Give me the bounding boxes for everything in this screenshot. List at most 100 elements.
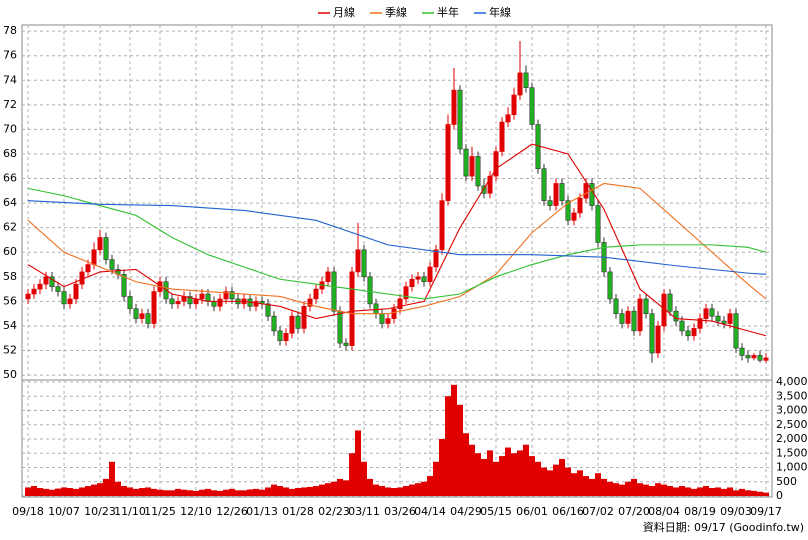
candle-body bbox=[37, 283, 43, 290]
y2-tick-label: 4,000 bbox=[776, 375, 808, 388]
candle-body bbox=[757, 355, 763, 361]
candle-body bbox=[391, 308, 397, 319]
volume-bar bbox=[709, 488, 715, 496]
volume-bar bbox=[133, 488, 139, 496]
volume-bar bbox=[433, 461, 439, 496]
candle-body bbox=[619, 313, 625, 324]
volume-bar bbox=[457, 404, 463, 496]
volume-bar bbox=[739, 488, 745, 496]
volume-bar bbox=[313, 486, 319, 496]
candle-body bbox=[481, 185, 487, 194]
y2-tick-label: 3,000 bbox=[776, 404, 808, 417]
y2-tick-label: 2,500 bbox=[776, 418, 808, 431]
volume-bar bbox=[481, 458, 487, 496]
candle-body bbox=[373, 303, 379, 314]
volume-bar bbox=[367, 478, 373, 496]
candle-body bbox=[415, 276, 421, 280]
volume-bar bbox=[673, 487, 679, 496]
volume-bar bbox=[211, 490, 217, 496]
candle-body bbox=[187, 296, 193, 305]
candle-body bbox=[721, 320, 727, 324]
volume-bar bbox=[763, 492, 769, 496]
candle-body bbox=[511, 94, 517, 115]
candle-body bbox=[469, 156, 475, 177]
candle-body bbox=[541, 168, 547, 201]
volume-bar bbox=[241, 490, 247, 496]
candle-body bbox=[385, 318, 391, 324]
candle-body bbox=[25, 293, 31, 300]
volume-bar bbox=[547, 470, 553, 496]
candle-body bbox=[625, 310, 631, 324]
volume-bar bbox=[385, 487, 391, 496]
ma-line bbox=[27, 187, 767, 300]
volume-bar bbox=[55, 488, 61, 496]
volume-bar bbox=[493, 461, 499, 496]
y-tick-label: 50 bbox=[3, 368, 17, 381]
y-tick-label: 52 bbox=[3, 344, 17, 357]
candle-body bbox=[175, 301, 181, 305]
volume-bar bbox=[499, 456, 505, 496]
volume-bar bbox=[541, 467, 547, 496]
volume-bar bbox=[463, 433, 469, 496]
volume-bar bbox=[115, 481, 121, 496]
volume-bar bbox=[73, 488, 79, 496]
volume-bar bbox=[307, 486, 313, 496]
volume-bar bbox=[643, 484, 649, 496]
candle-body bbox=[523, 72, 529, 88]
candle-body bbox=[667, 293, 673, 312]
x-tick-label: 07/20 bbox=[618, 505, 650, 518]
volume-bar bbox=[595, 473, 601, 496]
volume-bar bbox=[529, 456, 535, 496]
legend-label: 月線 bbox=[333, 5, 355, 19]
candle-body bbox=[673, 310, 679, 322]
volume-bar bbox=[553, 464, 559, 496]
candle-body bbox=[493, 151, 499, 177]
volume-bar bbox=[751, 490, 757, 496]
volume-bar bbox=[319, 484, 325, 496]
volume-bar bbox=[691, 488, 697, 496]
volume-bar bbox=[607, 481, 613, 496]
candle-body bbox=[337, 310, 343, 344]
volume-bar bbox=[439, 439, 445, 496]
volume-bar bbox=[265, 487, 271, 496]
candle-body bbox=[559, 183, 565, 201]
volume-bar bbox=[349, 453, 355, 496]
x-tick-label: 09/03 bbox=[720, 505, 752, 518]
candle-body bbox=[313, 288, 319, 300]
volume-bar bbox=[301, 487, 307, 496]
candle-body bbox=[367, 276, 373, 305]
x-tick-label: 08/19 bbox=[684, 505, 716, 518]
x-tick-label: 04/14 bbox=[414, 505, 446, 518]
candle-body bbox=[343, 342, 349, 346]
volume-bar bbox=[475, 453, 481, 496]
volume-bar bbox=[757, 491, 763, 496]
y-tick-label: 70 bbox=[3, 122, 17, 135]
x-tick-label: 01/13 bbox=[246, 505, 278, 518]
candle-body bbox=[133, 308, 139, 319]
candle-body bbox=[457, 89, 463, 150]
volume-bar bbox=[409, 484, 415, 496]
volume-bar bbox=[151, 488, 157, 496]
candle-body bbox=[589, 183, 595, 206]
ma-line bbox=[27, 200, 767, 275]
volume-bar bbox=[103, 478, 109, 496]
volume-bar bbox=[37, 488, 43, 496]
volume-bar bbox=[217, 490, 223, 496]
volume-bar bbox=[181, 489, 187, 496]
candle-body bbox=[709, 308, 715, 317]
volume-bar bbox=[733, 490, 739, 496]
candle-body bbox=[433, 249, 439, 268]
x-tick-label: 05/15 bbox=[480, 505, 512, 518]
volume-bar bbox=[235, 490, 241, 496]
y-tick-label: 60 bbox=[3, 245, 17, 258]
x-tick-label: 11/10 bbox=[114, 505, 146, 518]
ma-line bbox=[27, 182, 767, 315]
candle-body bbox=[427, 266, 433, 283]
volume-bar bbox=[277, 486, 283, 496]
candle-body bbox=[85, 264, 91, 273]
candle-body bbox=[505, 114, 511, 123]
y2-tick-label: 3,500 bbox=[776, 389, 808, 402]
plot-frame bbox=[21, 24, 773, 498]
candle-body bbox=[61, 291, 67, 305]
candle-body bbox=[199, 293, 205, 300]
